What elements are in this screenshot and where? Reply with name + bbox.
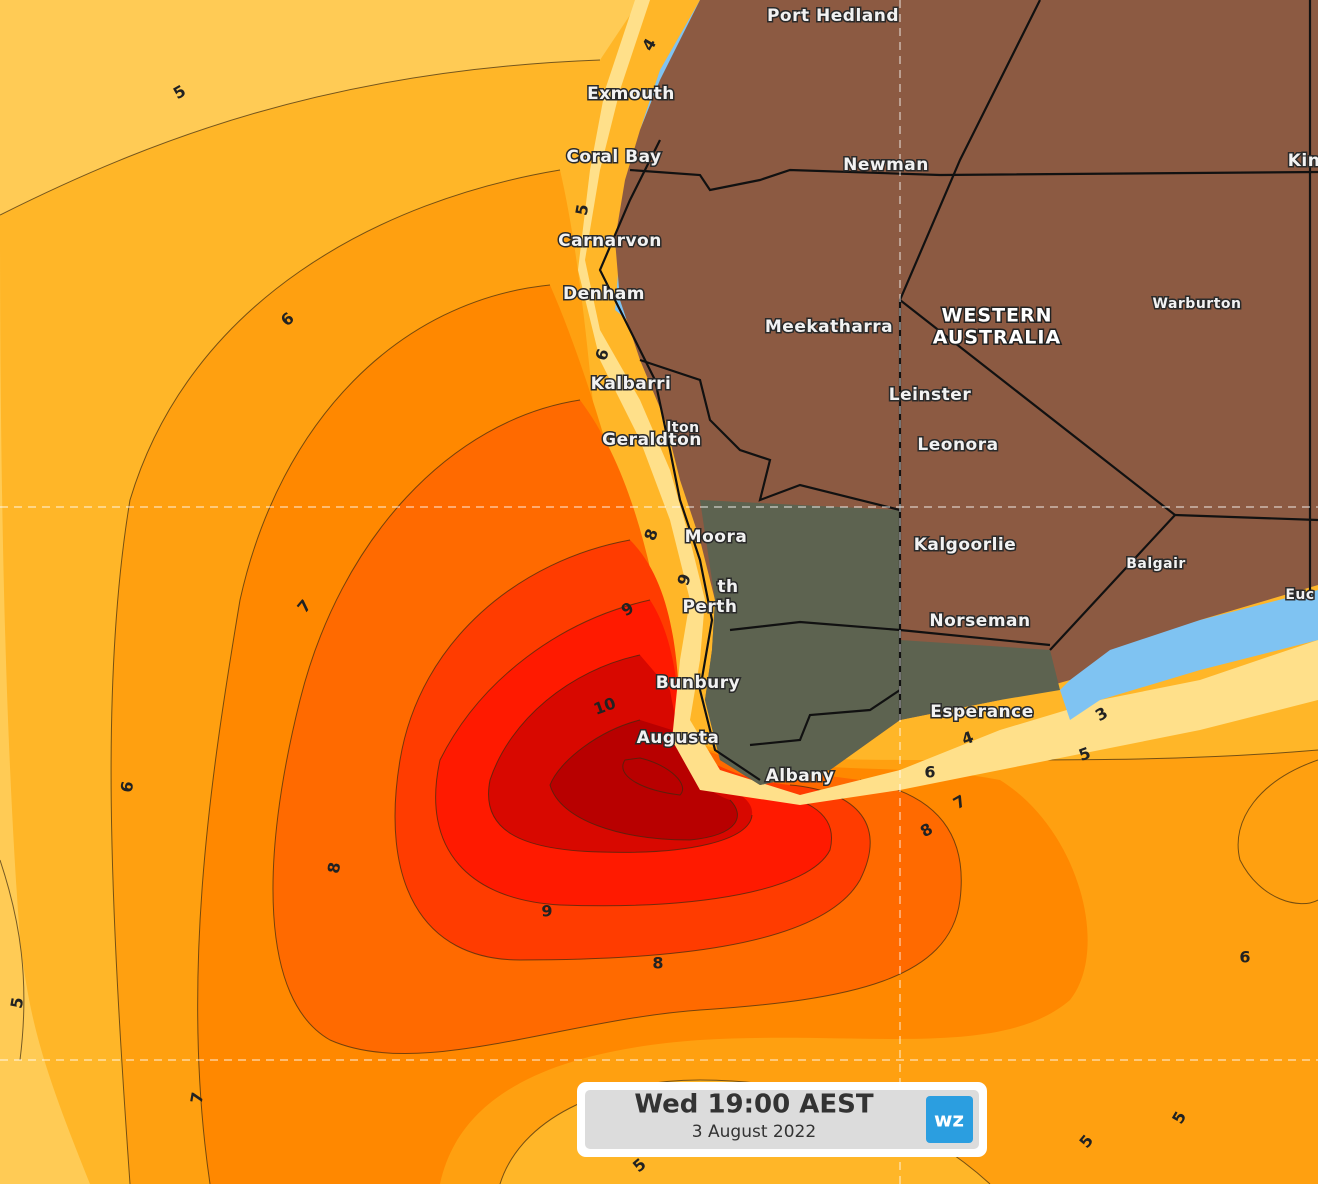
place-label: th bbox=[717, 577, 738, 597]
contour-label: 8 bbox=[324, 861, 345, 875]
place-label: Geraldton bbox=[602, 430, 702, 450]
place-label: Carnarvon bbox=[558, 231, 662, 251]
boundaries bbox=[598, 0, 1318, 781]
band-12 bbox=[550, 720, 738, 840]
place-label: Coral Bay bbox=[566, 147, 661, 167]
place-label: Warburton bbox=[1153, 296, 1242, 312]
timestamp-panel bbox=[585, 1090, 979, 1149]
place-label: Esperance bbox=[930, 702, 1034, 722]
place-label: Leonora bbox=[917, 435, 998, 455]
place-label: Norseman bbox=[929, 611, 1030, 631]
place-label: Port Hedland bbox=[767, 6, 899, 26]
timestamp-box: Wed 19:00 AEST 3 August 2022 wz bbox=[577, 1082, 987, 1157]
place-label: Kalgoorlie bbox=[914, 535, 1017, 555]
region-label: AUSTRALIA bbox=[933, 327, 1061, 349]
contour-label: 9 bbox=[541, 902, 552, 921]
contour-label: 7 bbox=[187, 1091, 208, 1105]
contour-label: 6 bbox=[924, 763, 935, 782]
place-label: Albany bbox=[766, 766, 835, 786]
place-label: Denham bbox=[563, 284, 645, 304]
timestamp-time: Wed 19:00 AEST bbox=[634, 1090, 873, 1120]
place-label: Kalbarri bbox=[591, 374, 672, 394]
logo bbox=[926, 1096, 973, 1143]
place-label: Exmouth bbox=[587, 84, 675, 104]
place-label: Moora bbox=[685, 527, 748, 547]
timestamp-date: 3 August 2022 bbox=[692, 1122, 816, 1142]
region-label: WESTERN bbox=[941, 305, 1052, 327]
contour-label: 6 bbox=[117, 780, 138, 794]
place-label: Perth bbox=[682, 597, 737, 617]
logo-text: wz bbox=[934, 1108, 964, 1132]
contour-label: 8 bbox=[652, 954, 663, 973]
place-label: lton bbox=[666, 420, 699, 436]
place-label: Bunbury bbox=[656, 673, 740, 693]
place-label: Balgair bbox=[1126, 556, 1186, 572]
contour-label: 5 bbox=[572, 203, 593, 217]
contour-label: 6 bbox=[1239, 948, 1250, 967]
contours bbox=[0, 59, 1318, 1184]
coast-cold bbox=[615, 0, 1318, 720]
place-label: Meekatharra bbox=[765, 317, 893, 337]
land-green bbox=[700, 500, 1060, 785]
contour-label: 5 bbox=[7, 996, 28, 1010]
place-label: Augusta bbox=[637, 728, 720, 748]
place-label: Kin bbox=[1288, 151, 1318, 171]
place-label: Newman bbox=[843, 155, 929, 175]
place-label: Euc bbox=[1285, 587, 1314, 603]
place-label: Leinster bbox=[889, 385, 972, 405]
